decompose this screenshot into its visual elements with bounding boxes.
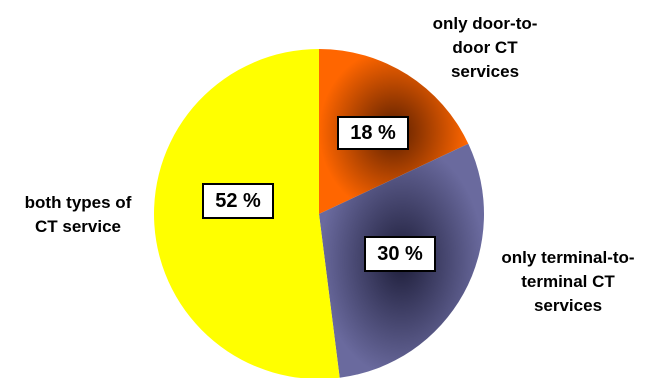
label-both-line1: both types of [24,193,132,212]
label-door-to-door: only door-to- door CT services [400,12,570,84]
value-label-door-to-door: 18 % [337,116,409,150]
label-terminal-line1: only terminal-to- [501,248,635,267]
label-terminal-to-terminal: only terminal-to- terminal CT services [480,246,656,318]
label-door-line3: services [450,62,520,81]
label-door-line1: only door-to- [432,14,538,33]
value-label-both-types: 52 % [202,183,274,219]
label-terminal-line3: services [533,296,603,315]
label-both-line2: CT service [35,217,121,236]
label-door-line2: door CT [452,38,518,57]
label-terminal-line2: terminal CT [521,272,615,291]
label-both-types: both types of CT service [4,191,152,239]
value-label-terminal-to-terminal: 30 % [364,236,436,272]
